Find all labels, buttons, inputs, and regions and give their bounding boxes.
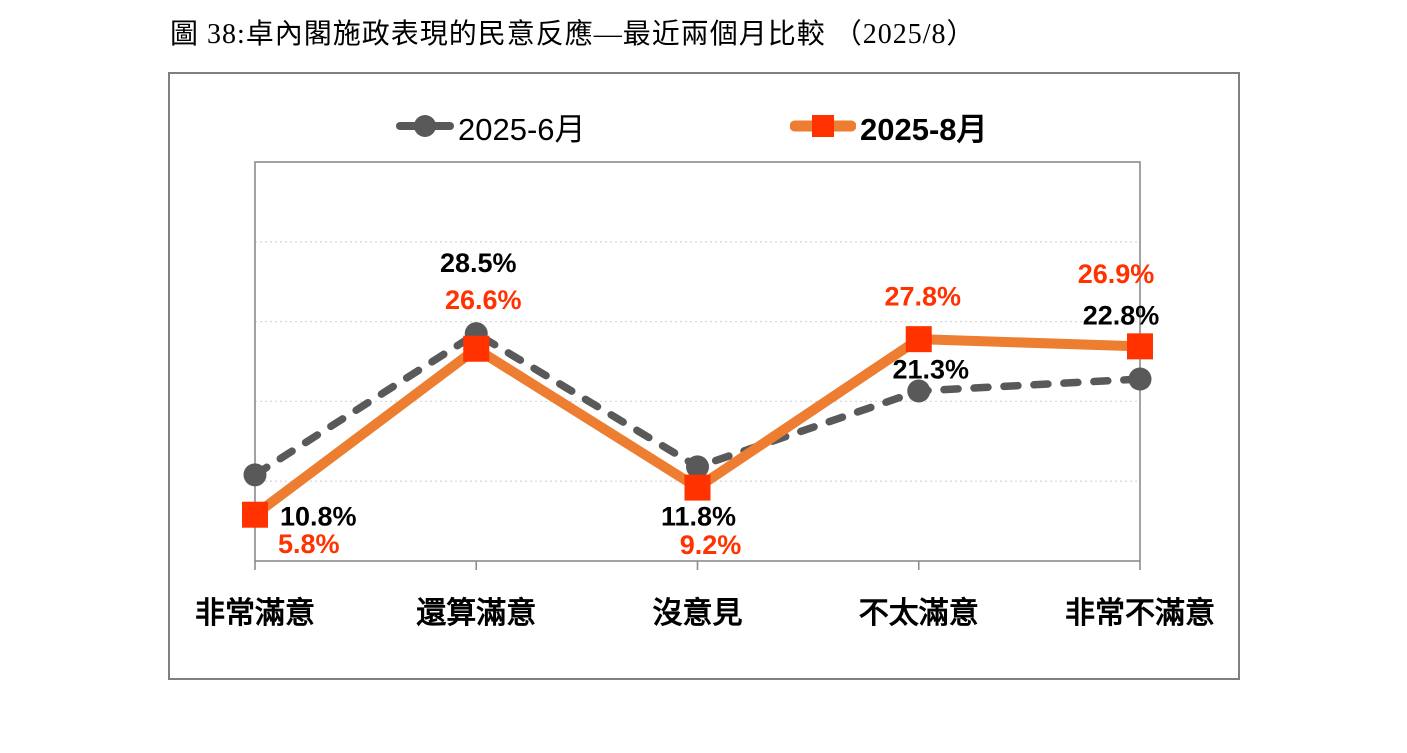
data-label-2025-8月: 27.8% <box>884 282 961 312</box>
data-point-square-2025-8月 <box>242 501 268 528</box>
data-label-2025-8月: 26.6% <box>445 285 522 315</box>
data-point-square-2025-8月 <box>684 474 711 501</box>
series-line-2025-6月 <box>251 329 1144 479</box>
data-point-square-2025-8月 <box>905 326 932 353</box>
data-point-circle-2025-6月 <box>243 463 267 487</box>
data-point-square-2025-8月 <box>463 335 490 362</box>
data-point-circle-2025-6月 <box>907 379 931 403</box>
category-label: 還算滿意 <box>416 596 536 630</box>
category-label: 非常滿意 <box>195 596 315 630</box>
data-label-2025-8月: 9.2% <box>680 530 742 560</box>
data-point-circle-2025-6月 <box>686 455 709 479</box>
data-label-2025-6月: 11.8% <box>661 501 736 531</box>
data-point-circle-2025-6月 <box>1128 367 1152 391</box>
data-label-2025-6月: 21.3% <box>892 355 969 385</box>
data-label-2025-6月: 10.8% <box>280 501 357 531</box>
line-chart: 非常滿意 還算滿意 沒意見 不太滿意 非常不滿意 10.8% 28.5% 11.8% 21.3%… <box>195 161 1215 630</box>
data-point-square-2025-8月 <box>1127 333 1153 360</box>
data-label-2025-6月: 28.5% <box>440 248 517 278</box>
category-label: 沒意見 <box>653 596 743 630</box>
chart-title: 圖 38:卓內閣施政表現的民意反應—最近兩個月比較 （2025/8） <box>170 19 976 50</box>
data-label-2025-8月: 26.9% <box>1078 259 1155 289</box>
category-label: 非常不滿意 <box>1065 596 1215 630</box>
data-label-2025-6月: 22.8% <box>1083 301 1160 331</box>
chart-frame: 2025-6月 2025-8月 非常滿意 還算滿意 沒意見 不太滿意 非常不滿意 10.8… <box>168 72 1240 680</box>
data-label-2025-8月: 5.8% <box>278 529 340 559</box>
category-label: 不太滿意 <box>859 596 979 630</box>
